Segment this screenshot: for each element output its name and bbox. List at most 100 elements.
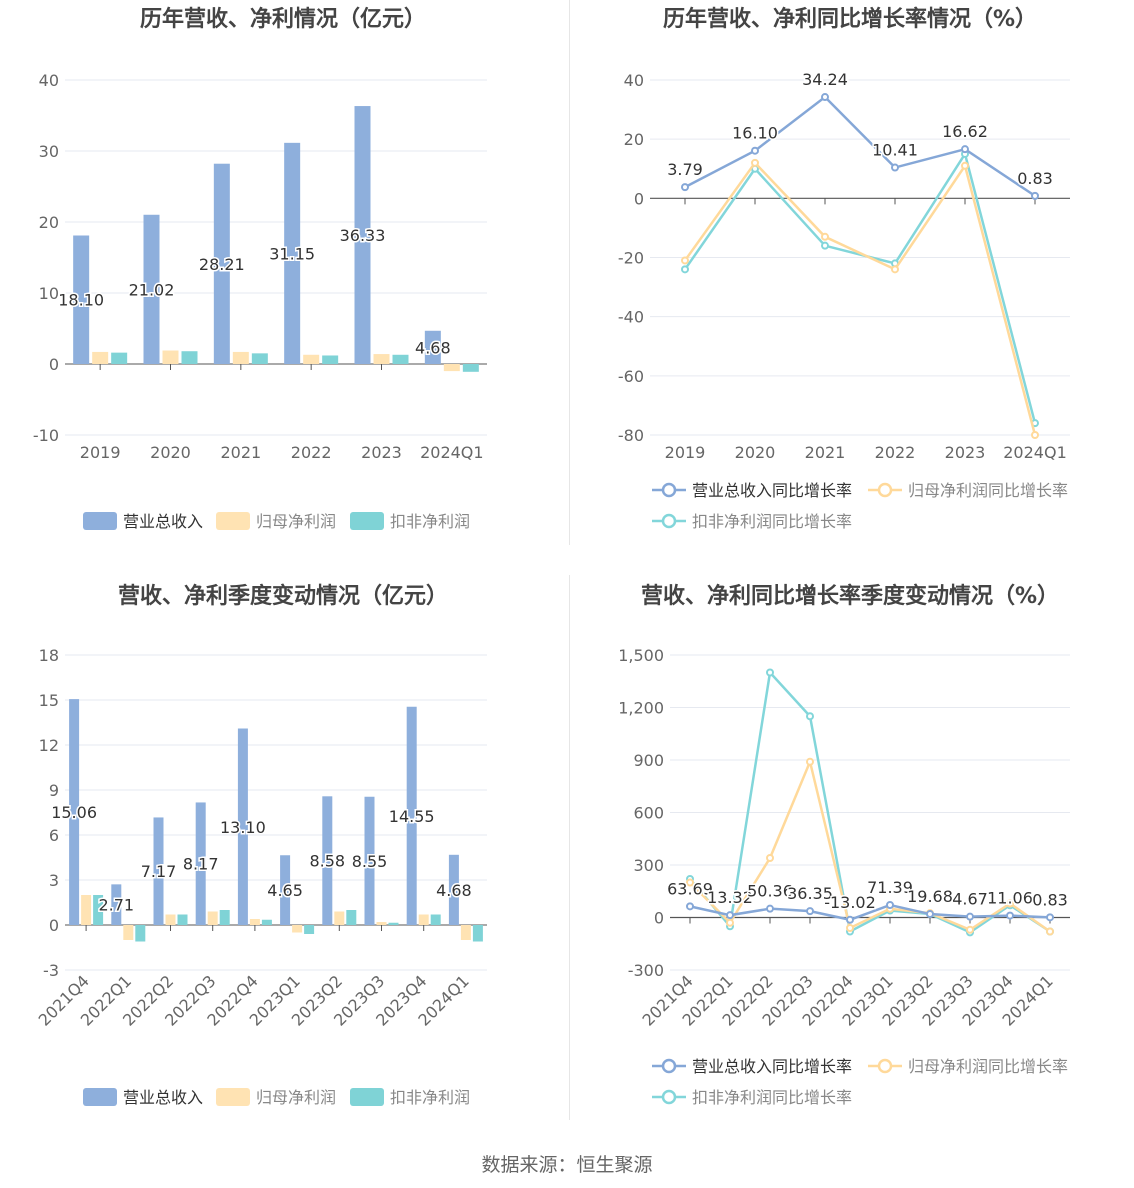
data-label: 2.71 — [98, 896, 134, 915]
annual-growth-rate-chart: 历年营收、净利同比增长率情况（%） -80 -60 -40 -20 0 20 40 2019 20… — [567, 0, 1134, 560]
series-line-deducted-profit-growth — [683, 150, 1037, 424]
data-point — [766, 904, 774, 913]
data-label: 16.62 — [942, 122, 988, 141]
bar-revenue — [448, 854, 459, 925]
legend-label: 营业总收入 — [123, 512, 203, 531]
data-label: 34.24 — [802, 70, 848, 89]
bar-deducted-profit — [219, 910, 230, 925]
bar-revenue — [213, 163, 230, 364]
data-source-note: 数据来源：恒生聚源 — [481, 1154, 653, 1176]
data-point — [966, 925, 974, 934]
y-tick-label: 0 — [49, 916, 59, 935]
y-tick-label: 600 — [633, 804, 664, 823]
legend-label: 扣非净利润 — [390, 512, 470, 531]
bar-parent-profit — [443, 364, 460, 372]
quarterly-revenue-profit-chart: 营收、净利季度变动情况（亿元） -3 0 3 6 9 12 15 18 2021Q4 2022Q1 2… — [0, 570, 567, 1140]
legend-swatch — [216, 1088, 250, 1106]
bar-revenue — [73, 235, 90, 364]
data-point — [686, 878, 694, 887]
data-point — [886, 901, 894, 910]
legend-label: 归母净利润同比增长率 — [908, 1057, 1068, 1076]
bar-revenue — [111, 884, 122, 925]
data-point — [751, 146, 759, 155]
y-tick-label: 0 — [654, 909, 664, 928]
y-tick-label: 0 — [634, 189, 644, 208]
data-label: 50.36 — [747, 882, 793, 901]
chart-title: 营收、净利季度变动情况（亿元） — [118, 583, 448, 609]
bar-revenue — [364, 796, 375, 925]
data-point — [681, 256, 689, 265]
data-label: 8.55 — [352, 852, 388, 871]
legend-swatch — [83, 512, 117, 530]
data-label: 4.68 — [415, 338, 451, 357]
panel-divider-bottom — [569, 575, 570, 1120]
y-tick-label: 3 — [49, 871, 59, 890]
bar-revenue — [237, 728, 248, 925]
panel-divider-top — [569, 0, 570, 545]
bar-deducted-profit — [261, 919, 272, 925]
x-tick-label: 2021 — [220, 443, 261, 462]
data-point — [806, 757, 814, 766]
chart-title: 历年营收、净利情况（亿元） — [140, 6, 426, 32]
x-tick-label: 2022 — [875, 443, 916, 462]
bar-deducted-profit — [388, 922, 399, 925]
bar-parent-profit — [418, 914, 429, 925]
data-point — [1006, 899, 1014, 908]
legend-label: 营业总收入 — [123, 1088, 203, 1107]
data-point — [1031, 191, 1039, 200]
bar-parent-profit — [165, 914, 176, 925]
data-point — [1046, 927, 1054, 936]
bar-deducted-profit — [135, 925, 146, 942]
legend-swatch — [350, 512, 384, 530]
legend-label: 扣非净利润同比增长率 — [692, 512, 852, 531]
bar-parent-profit — [376, 922, 387, 925]
bar-parent-profit — [292, 925, 303, 933]
data-point — [806, 712, 814, 721]
legend-label: 营业总收入同比增长率 — [692, 481, 852, 500]
y-tick-label: -40 — [618, 308, 644, 327]
bar-parent-profit — [232, 351, 249, 364]
y-tick-label: 0 — [49, 355, 59, 374]
legend-swatch — [350, 1088, 384, 1106]
x-tick-label: 2022 — [291, 443, 332, 462]
data-point — [766, 854, 774, 862]
y-tick-label: 30 — [39, 142, 59, 161]
y-tick-label: 1,200 — [618, 699, 664, 718]
x-tick-label: 2019 — [80, 443, 121, 462]
data-label: 7.17 — [141, 862, 177, 881]
data-label: 36.35 — [787, 884, 833, 903]
x-tick-label: 2023 — [361, 443, 402, 462]
data-point — [961, 145, 969, 154]
bar-revenue — [322, 796, 333, 925]
data-label: 13.32 — [707, 888, 753, 907]
series-line-revenue-growth — [684, 95, 1036, 197]
data-label: 11.06 — [987, 889, 1033, 908]
bar-parent-profit — [303, 354, 320, 364]
legend-swatch-marker — [661, 513, 677, 529]
x-tick-label: 2020 — [735, 443, 776, 462]
data-label: 21.02 — [129, 280, 175, 299]
legend-label: 扣非净利润同比增长率 — [692, 1088, 852, 1107]
annual-growth-rate-svg: 历年营收、净利同比增长率情况（%） -80 -60 -40 -20 0 20 40 2019 20… — [618, 6, 1070, 531]
data-point — [821, 232, 829, 241]
bar-deducted-profit — [462, 364, 479, 372]
bar-revenue — [406, 706, 417, 925]
data-point — [681, 183, 689, 192]
data-point — [681, 265, 689, 274]
data-label: 13.10 — [220, 818, 266, 837]
legend-swatch-marker — [661, 1089, 677, 1105]
x-tick-label: 2021 — [805, 443, 846, 462]
bar-deducted-profit — [181, 351, 198, 364]
data-point — [1006, 911, 1014, 920]
data-label: 16.10 — [732, 124, 778, 143]
data-label: 4.67 — [952, 890, 988, 909]
legend-swatch-marker — [661, 1058, 677, 1074]
data-point — [766, 668, 774, 677]
y-tick-label: -60 — [618, 367, 644, 386]
y-tick-label: 9 — [49, 781, 59, 800]
y-tick-label: 40 — [39, 71, 59, 90]
data-label: -13.02 — [824, 893, 876, 912]
y-tick-label: -3 — [43, 961, 59, 980]
x-tick-label: 2019 — [665, 443, 706, 462]
data-label: 10.41 — [872, 141, 918, 160]
